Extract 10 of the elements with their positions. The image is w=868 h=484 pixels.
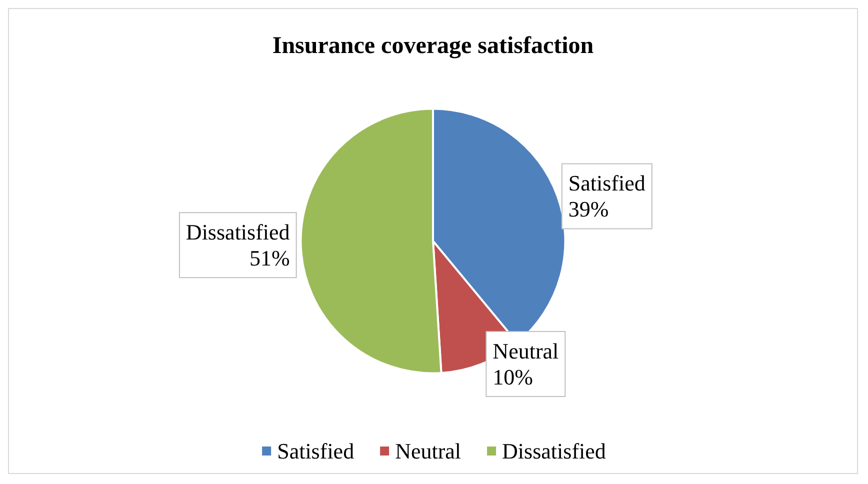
data-label: 39% [568, 196, 609, 222]
data-label: 51% [249, 246, 290, 271]
legend-label: Dissatisfied [502, 438, 606, 464]
slice-label: Neutral [492, 338, 559, 364]
slice-label: Dissatisfied [186, 220, 290, 245]
legend-label: Satisfied [277, 438, 354, 464]
data-label: 10% [492, 364, 534, 390]
legend-label: Neutral [395, 438, 462, 464]
chart-title: Insurance coverage satisfaction [272, 33, 594, 59]
slice-label: Satisfied [568, 170, 646, 196]
